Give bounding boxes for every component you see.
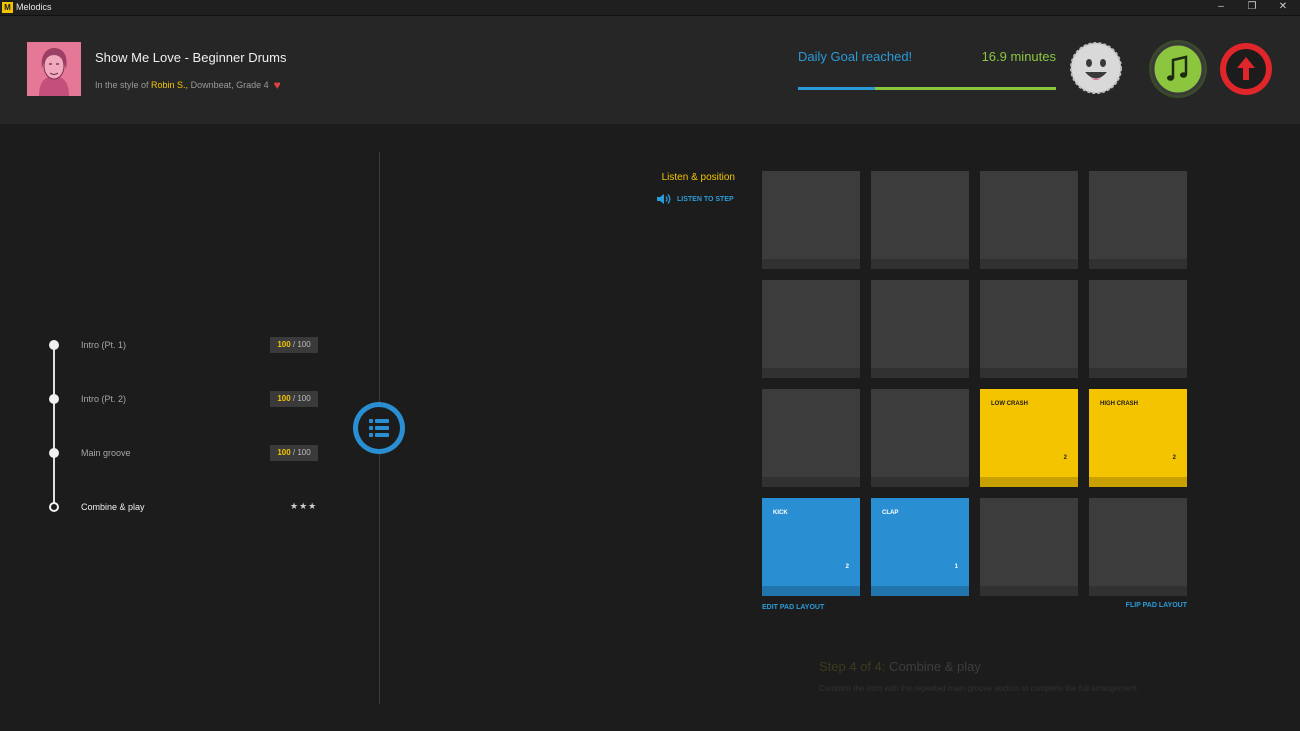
drum-pad[interactable] xyxy=(762,280,860,378)
pad-hit-count: 1 xyxy=(954,564,958,570)
listen-position-title: Listen & position xyxy=(661,172,735,183)
listen-to-step-label: LISTEN TO STEP xyxy=(677,195,734,203)
drum-pad[interactable] xyxy=(871,389,969,487)
listen-to-step-button[interactable]: LISTEN TO STEP xyxy=(656,193,734,205)
score-total: / 100 xyxy=(290,394,311,403)
section-dot xyxy=(49,394,59,404)
section-label: Intro (Pt. 2) xyxy=(81,394,127,404)
section-item-combine-play[interactable]: Combine & play ★★★ xyxy=(46,498,326,518)
pad-hit-count: 2 xyxy=(1063,455,1067,461)
section-item-intro-pt1[interactable]: Intro (Pt. 1) 100 / 100 xyxy=(46,336,326,356)
drum-pad[interactable] xyxy=(980,498,1078,596)
section-score-badge: 100 / 100 xyxy=(270,391,318,407)
pad-kick[interactable]: KICK 2 xyxy=(762,498,860,596)
section-item-main-groove[interactable]: Main groove 100 / 100 xyxy=(46,444,326,464)
level-up-button[interactable] xyxy=(1218,41,1274,97)
music-note-icon xyxy=(1167,55,1188,81)
arrow-up-icon xyxy=(1237,57,1255,80)
step-description: Combine the intro with the repeated main… xyxy=(819,684,1139,693)
section-label: Intro (Pt. 1) xyxy=(81,340,127,350)
song-subtitle: In the style of Robin S., Downbeat, Grad… xyxy=(95,78,281,92)
pad-high-crash[interactable]: HIGH CRASH 2 xyxy=(1089,389,1187,487)
step-name: Combine & play xyxy=(885,659,981,674)
title-bar: M Melodics – ❐ ✕ xyxy=(0,0,1300,16)
daily-goal-progress-bar xyxy=(798,87,1056,90)
section-dot xyxy=(49,448,59,458)
pad-label: LOW CRASH xyxy=(991,401,1028,407)
song-title: Show Me Love - Beginner Drums xyxy=(95,50,287,65)
drum-pad[interactable] xyxy=(1089,498,1187,596)
score-achieved: 100 xyxy=(277,448,291,457)
step-heading: Step 4 of 4: Combine & play xyxy=(819,659,981,674)
pad-hit-count: 2 xyxy=(845,564,849,570)
pad-low-crash[interactable]: LOW CRASH 2 xyxy=(980,389,1078,487)
pad-label: HIGH CRASH xyxy=(1100,401,1139,407)
speaker-icon xyxy=(657,194,671,204)
music-note-button[interactable] xyxy=(1148,39,1208,99)
window-title: Melodics xyxy=(16,2,52,12)
drum-pad[interactable] xyxy=(871,280,969,378)
song-details: Downbeat, Grade 4 xyxy=(188,80,269,90)
daily-goal-progress-fill xyxy=(798,87,876,90)
edit-pad-layout-link[interactable]: EDIT PAD LAYOUT xyxy=(762,604,825,611)
score-total: / 100 xyxy=(290,340,311,349)
drum-pad[interactable] xyxy=(980,280,1078,378)
section-score-badge: 100 / 100 xyxy=(270,337,318,353)
pad-label: KICK xyxy=(773,510,788,516)
star-rating-icon: ★★★ xyxy=(290,501,318,511)
close-button[interactable]: ✕ xyxy=(1278,1,1288,12)
minimize-button[interactable]: – xyxy=(1218,1,1224,12)
pad-clap[interactable]: CLAP 1 xyxy=(871,498,969,596)
step-number: Step 4 of 4: xyxy=(819,659,886,674)
style-prefix: In the style of xyxy=(95,80,152,90)
drum-pad[interactable] xyxy=(1089,280,1187,378)
drum-pad[interactable] xyxy=(871,171,969,269)
section-item-intro-pt2[interactable]: Intro (Pt. 2) 100 / 100 xyxy=(46,390,326,410)
restore-button[interactable]: ❐ xyxy=(1247,1,1257,12)
section-label: Combine & play xyxy=(81,502,145,512)
score-achieved: 100 xyxy=(277,394,291,403)
drum-pad[interactable] xyxy=(980,171,1078,269)
drum-pad[interactable] xyxy=(762,389,860,487)
section-list-toggle-button[interactable] xyxy=(352,401,406,455)
section-timeline xyxy=(53,344,55,508)
score-total: / 100 xyxy=(290,448,311,457)
section-label: Main groove xyxy=(81,448,131,458)
score-achieved: 100 xyxy=(277,340,291,349)
daily-goal-label: Daily Goal reached! xyxy=(798,49,913,64)
list-icon xyxy=(369,419,389,437)
smiley-face-icon[interactable] xyxy=(1069,41,1123,95)
album-art xyxy=(27,42,81,96)
melodics-logo-icon: M xyxy=(2,2,13,13)
lesson-header: Show Me Love - Beginner Drums In the sty… xyxy=(0,16,1300,124)
drum-pad[interactable] xyxy=(1089,171,1187,269)
section-dot xyxy=(49,340,59,350)
practice-minutes: 16.9 minutes xyxy=(981,49,1056,64)
flip-pad-layout-link[interactable]: FLIP PAD LAYOUT xyxy=(1125,602,1187,609)
artist-link[interactable]: Robin S., xyxy=(151,80,189,90)
heart-icon[interactable]: ♥ xyxy=(273,78,281,92)
pad-label: CLAP xyxy=(882,510,899,516)
artist-portrait-icon xyxy=(27,42,81,96)
drum-pad[interactable] xyxy=(762,171,860,269)
section-score-badge: 100 / 100 xyxy=(270,445,318,461)
section-dot-current xyxy=(49,502,59,512)
pad-hit-count: 2 xyxy=(1172,455,1176,461)
